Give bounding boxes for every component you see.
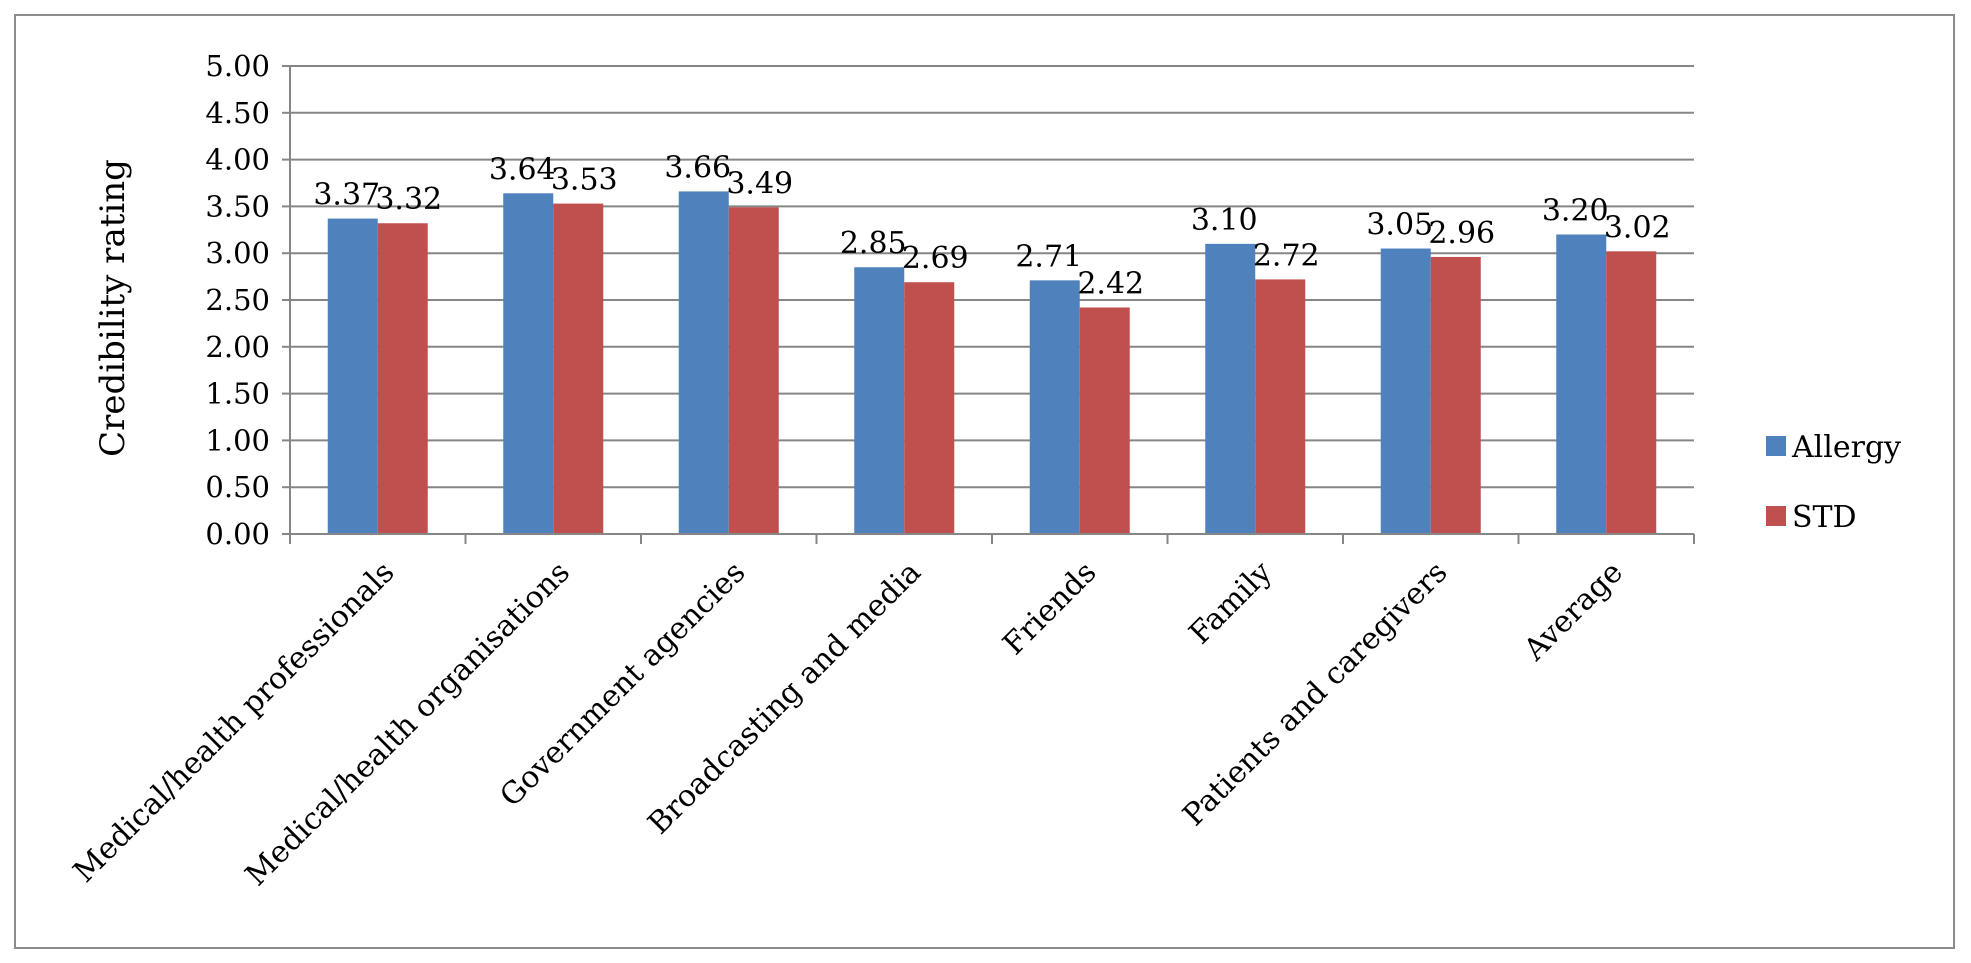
bar-allergy	[327, 218, 378, 534]
bar-allergy	[1029, 280, 1080, 534]
data-label: 3.05	[1366, 208, 1433, 243]
data-label: 3.37	[313, 178, 380, 213]
data-label: 3.02	[1604, 210, 1671, 245]
legend-label: STD	[1792, 500, 1857, 535]
y-tick-labels: 0.00 0.50 1.00 1.50 2.00 2.50 3.00 3.50 4.00 4.50…	[205, 49, 270, 551]
bar-std	[553, 203, 604, 535]
legend-label: Allergy	[1791, 430, 1901, 465]
data-label: 3.53	[551, 163, 618, 198]
bar-allergy	[1556, 234, 1607, 535]
data-label: 2.85	[840, 226, 907, 261]
data-label: 2.69	[902, 241, 969, 276]
bar-allergy	[1380, 248, 1431, 534]
y-tick-label: 3.00	[205, 236, 270, 270]
x-tick-label: Family	[1183, 555, 1279, 651]
y-tick-label: 3.50	[205, 189, 270, 223]
y-tick-label: 2.00	[205, 330, 270, 364]
x-tick-label: Friends	[996, 555, 1103, 662]
gridlines	[290, 65, 1694, 489]
y-tick-label: 1.50	[205, 377, 270, 411]
x-tick-label: Medical/health organisations	[239, 555, 577, 893]
y-tick-label: 0.50	[205, 470, 270, 504]
x-tick-label: Average	[1517, 555, 1630, 668]
bar-std	[1606, 251, 1657, 534]
y-tick-label: 5.00	[205, 49, 270, 83]
legend-swatch	[1766, 436, 1786, 456]
data-label: 3.66	[664, 150, 731, 185]
y-axis-label: Credibility rating	[93, 159, 133, 457]
data-labels: 3.373.32 3.643.53 3.663.49 2.852.69 2.712.42…	[313, 150, 1670, 301]
bar-allergy	[1205, 243, 1256, 534]
bars	[327, 191, 1657, 535]
y-tick-label: 4.00	[205, 143, 270, 177]
data-label: 3.49	[726, 166, 793, 201]
data-label: 3.32	[375, 182, 442, 217]
data-label: 2.71	[1015, 239, 1082, 274]
y-tick-label: 2.50	[205, 283, 270, 317]
data-label: 2.96	[1428, 216, 1495, 251]
y-tick-label: 0.00	[205, 517, 270, 551]
x-tick-label: Medical/health professionals	[67, 555, 402, 890]
bar-allergy	[503, 193, 554, 534]
data-label: 3.20	[1542, 193, 1609, 228]
axes	[282, 65, 1695, 544]
data-label: 3.64	[489, 152, 556, 187]
y-tick-label: 1.00	[205, 423, 270, 457]
bar-allergy	[678, 191, 729, 534]
bar-std	[377, 223, 428, 535]
bar-std	[1255, 279, 1306, 534]
data-label: 2.72	[1253, 238, 1320, 273]
bar-std	[904, 282, 955, 534]
data-label: 2.42	[1077, 266, 1144, 301]
legend: Allergy STD	[1766, 430, 1901, 535]
x-tick-labels: Medical/health professionalsMedical/heal…	[67, 555, 1630, 893]
y-tick-label: 4.50	[205, 96, 270, 130]
bar-std	[728, 207, 779, 534]
bar-allergy	[854, 267, 905, 534]
bar-std	[1430, 256, 1481, 534]
data-label: 3.10	[1191, 203, 1258, 238]
legend-swatch	[1766, 506, 1786, 526]
bar-std	[1079, 307, 1130, 534]
